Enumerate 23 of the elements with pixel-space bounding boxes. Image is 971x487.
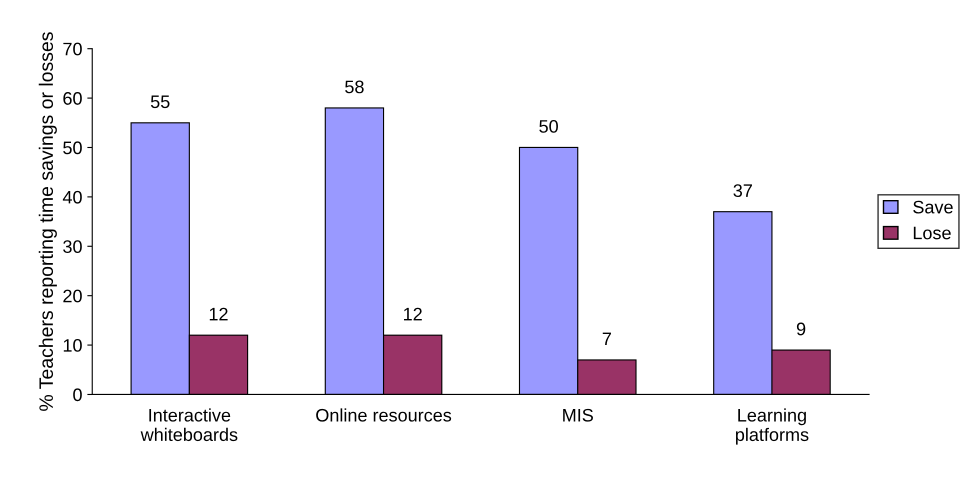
data-label: 37 (733, 184, 752, 198)
data-label: 58 (345, 80, 364, 94)
y-tick-label: 0 (73, 388, 82, 402)
legend-label: Lose (914, 226, 951, 240)
data-label: 12 (404, 308, 422, 320)
x-tick-label: Interactive whiteboards (140, 408, 238, 442)
data-label: 9 (796, 322, 806, 336)
y-tick-label: 30 (63, 240, 82, 254)
data-label: 7 (602, 332, 611, 346)
data-label: 50 (539, 120, 558, 133)
y-tick-label: 10 (64, 339, 82, 352)
data-label: 12 (210, 308, 228, 320)
x-tick-label: Online resources (316, 408, 452, 422)
y-axis-title: % Teachers reporting time savings or losses (38, 32, 57, 411)
y-tick-label: 40 (62, 190, 82, 204)
x-tick-label: Learning platforms (736, 408, 808, 445)
y-tick-label: 50 (63, 141, 82, 154)
legend-label: Save (913, 200, 953, 214)
y-tick-label: 20 (63, 290, 82, 302)
y-tick-label: 60 (63, 92, 82, 105)
x-tick-label: MIS (563, 408, 593, 422)
data-label: 55 (150, 96, 170, 108)
y-tick-label: 70 (63, 42, 82, 56)
